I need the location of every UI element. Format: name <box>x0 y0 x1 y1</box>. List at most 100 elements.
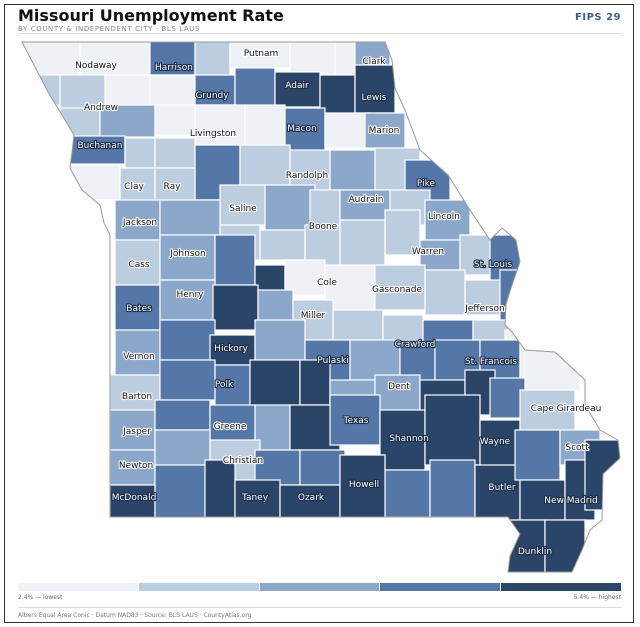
legend-swatch <box>501 583 621 591</box>
county-shape <box>239 144 291 186</box>
county-shape <box>349 339 401 381</box>
county-label: Taney <box>241 493 269 503</box>
county-shape <box>244 104 286 146</box>
map-footer: Albers Equal Area Conic · Datum NAD83 · … <box>18 612 252 619</box>
county-label: Butler <box>488 483 515 493</box>
county-label: New Madrid <box>544 496 597 506</box>
county-shape <box>299 449 346 486</box>
county-label: Jasper <box>122 427 151 437</box>
county-label: Barton <box>122 392 152 402</box>
county-shape <box>329 149 376 191</box>
county-label: Andrew <box>84 103 118 113</box>
legend-high-label: 5.4% — highest <box>573 594 621 601</box>
county-shape <box>249 359 301 411</box>
county-label: Lewis <box>362 93 387 103</box>
county-label: Ray <box>164 182 182 192</box>
county-shape <box>424 269 466 316</box>
county-shape <box>254 404 291 451</box>
county-label: Howell <box>349 480 379 490</box>
county-shape <box>154 399 211 431</box>
county-shape <box>159 319 216 361</box>
county-label: Crawford <box>395 340 436 350</box>
county-shape <box>464 279 506 316</box>
county-shape <box>204 459 236 521</box>
county-label: Bates <box>126 304 152 314</box>
county-label: Clay <box>124 182 144 192</box>
county-label: Warren <box>412 247 444 257</box>
county-shape <box>479 419 521 471</box>
county-label: Texas <box>343 416 369 426</box>
county-shape <box>424 199 471 241</box>
county-shape <box>79 42 151 76</box>
county-shape <box>69 135 126 165</box>
county-shape <box>264 184 316 231</box>
county-label: Polk <box>215 380 234 390</box>
state-outline <box>21 41 621 573</box>
county-shape <box>154 137 196 169</box>
county-shape <box>22 42 81 76</box>
county-label: Livingston <box>190 129 236 139</box>
county-label: Shannon <box>389 434 429 444</box>
county-label: Boone <box>309 222 338 232</box>
county-shape <box>104 74 151 106</box>
county-shape <box>384 209 421 256</box>
county-shape <box>254 319 306 361</box>
map-title: Missouri Unemployment Rate <box>18 6 284 25</box>
county-label: Vernon <box>123 352 154 362</box>
county-shape <box>214 234 256 286</box>
county-shape <box>194 74 236 106</box>
county-label: Johnson <box>169 249 205 259</box>
county-shape <box>257 289 294 326</box>
county-shape <box>364 112 406 149</box>
legend-swatch <box>18 583 138 591</box>
county-label: Clark <box>362 57 386 67</box>
county-shape <box>299 359 331 406</box>
county-label: Marion <box>369 126 400 136</box>
county-label: Buchanan <box>78 141 123 151</box>
county-shape <box>489 377 526 419</box>
legend-swatch <box>259 583 380 591</box>
county-shape <box>194 104 246 146</box>
legend-swatch <box>138 583 259 591</box>
county-shape <box>384 469 431 518</box>
county-label: Grundy <box>195 91 229 101</box>
county-label: Pulaski <box>317 356 348 366</box>
county-label: Greene <box>214 422 247 432</box>
county-shape <box>429 459 476 518</box>
county-label: Wayne <box>480 437 511 447</box>
county-shape <box>159 199 221 236</box>
county-label: Jefferson <box>464 304 505 314</box>
county-label: Nodaway <box>75 61 117 71</box>
county-label: Dunklin <box>518 547 552 557</box>
county-shape <box>332 309 384 341</box>
county-shape <box>149 74 196 106</box>
footer-divider <box>18 607 622 608</box>
county-shape <box>22 74 61 106</box>
county-shape <box>194 42 231 76</box>
county-label: McDonald <box>112 493 157 503</box>
county-label: Dent <box>388 382 410 392</box>
county-shape <box>324 112 371 149</box>
county-shape <box>124 137 156 169</box>
county-label: St. Francois <box>465 357 517 367</box>
county-label: Cape Girardeau <box>531 404 602 414</box>
county-shape <box>374 374 421 416</box>
county-shape <box>114 239 161 286</box>
legend-swatch <box>380 583 501 591</box>
county-label: Putnam <box>244 49 279 59</box>
county-shape <box>154 429 211 471</box>
county-label: St. Louis <box>474 260 513 270</box>
county-shape <box>284 107 326 154</box>
county-shape <box>212 284 259 331</box>
county-label: Jackson <box>122 218 157 228</box>
county-label: Miller <box>301 311 326 321</box>
county-shape <box>289 42 336 76</box>
header-divider <box>18 33 622 34</box>
county-label: Henry <box>176 290 204 300</box>
county-label: Saline <box>229 204 257 214</box>
map-subtitle: BY COUNTY & INDEPENDENT CITY · BLS LAUS <box>18 25 201 33</box>
county-label: Hickory <box>214 344 248 354</box>
county-shape <box>514 429 561 481</box>
county-shape <box>99 104 156 138</box>
